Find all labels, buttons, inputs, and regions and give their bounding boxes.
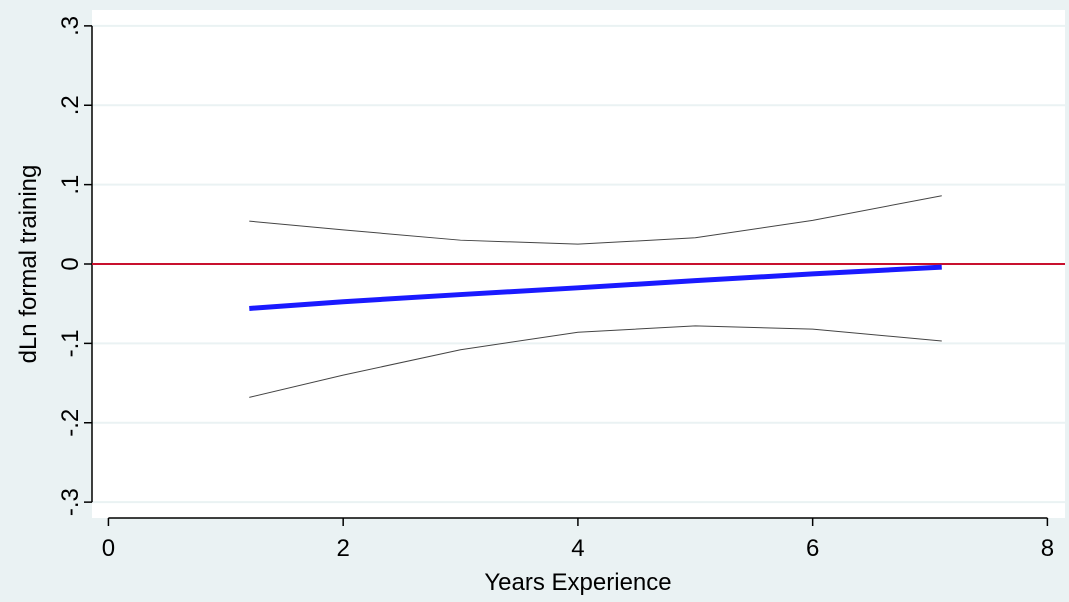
series-line — [249, 195, 942, 245]
y-tick-label: 0 — [57, 257, 84, 270]
x-tick-label: 0 — [102, 535, 115, 562]
y-tick-label: .3 — [57, 16, 84, 36]
x-tick-label: 2 — [336, 535, 349, 562]
y-tick-label: -.3 — [57, 488, 84, 516]
y-tick-label: -.1 — [57, 329, 84, 357]
x-axis-label: Years Experience — [484, 569, 671, 596]
y-tick-label: .1 — [57, 175, 84, 195]
x-tick-label: 6 — [806, 535, 819, 562]
x-tick-label: 4 — [571, 535, 584, 562]
y-tick-label: .2 — [57, 95, 84, 115]
x-tick-label: 8 — [1041, 535, 1054, 562]
series-line — [249, 325, 942, 398]
y-tick-label: -.2 — [57, 409, 84, 437]
series-line — [249, 264, 942, 311]
y-axis-label: dLn formal training — [15, 165, 42, 364]
